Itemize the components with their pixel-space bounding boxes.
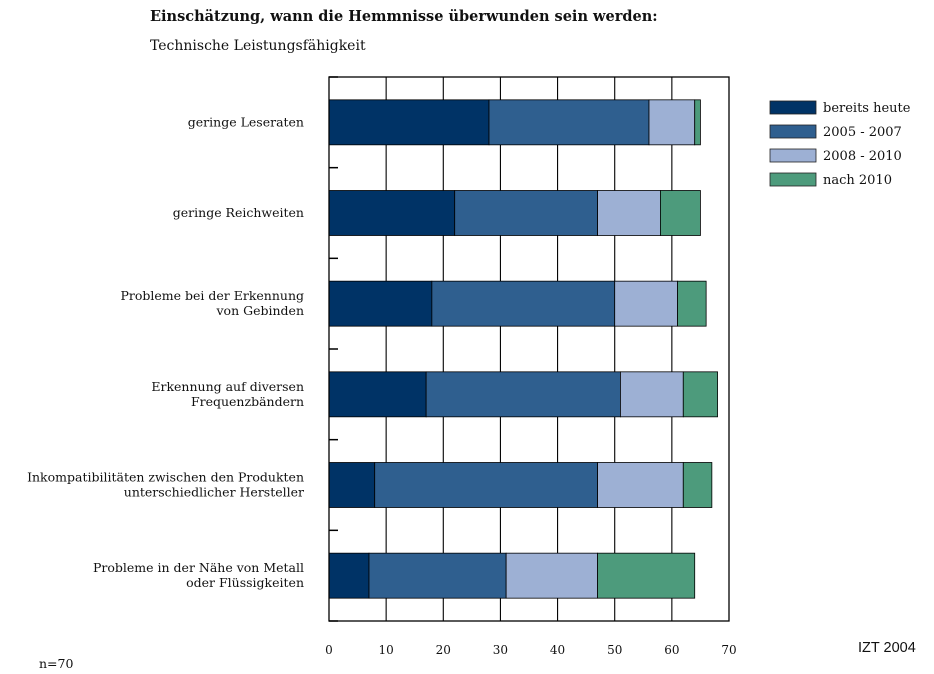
bar-segment — [597, 462, 684, 508]
x-tick-label: 60 — [664, 643, 679, 657]
bar-segment — [694, 99, 701, 146]
bar-segment — [454, 190, 598, 236]
x-tick-label: 30 — [493, 643, 508, 657]
bar-segment — [431, 280, 616, 327]
chart-title: Einschätzung, wann die Hemmnisse überwun… — [150, 8, 658, 25]
x-tick-label: 50 — [607, 643, 622, 657]
bar-segment — [682, 371, 718, 418]
bar-segment — [597, 190, 661, 236]
x-tick-label: 0 — [325, 643, 333, 657]
legend: bereits heute 2005 - 2007 2008 - 2010 nach … — [769, 100, 911, 188]
bar-segment — [328, 190, 456, 236]
source-note: IZT 2004 — [858, 640, 916, 656]
category-label-line: geringe Leseraten — [188, 114, 304, 129]
axes — [328, 76, 730, 622]
chart-subtitle: Technische Leistungsfähigkeit — [150, 38, 366, 54]
bar-segment — [614, 280, 678, 327]
category-label: Erkennung auf diversen Frequenzbändern — [151, 379, 304, 409]
bar-segment — [682, 462, 713, 508]
category-label: Probleme bei der Erkennung von Gebinden — [120, 288, 304, 318]
legend-label: nach 2010 — [823, 173, 892, 188]
category-label-line: unterschiedlicher Hersteller — [124, 485, 304, 500]
bar-segment — [328, 280, 433, 327]
category-label-line: Probleme in der Nähe von Metall — [93, 560, 304, 575]
bar-segment — [677, 280, 707, 327]
bar-segment — [328, 462, 376, 508]
category-label: geringe Reichweiten — [173, 205, 304, 220]
bar-segment — [597, 552, 696, 599]
x-tick-label: 70 — [721, 643, 736, 657]
category-label: Inkompatibilitäten zwischen den Produkte… — [27, 470, 304, 500]
legend-label: 2005 - 2007 — [823, 125, 902, 140]
sample-size-note: n=70 — [39, 656, 74, 671]
bar-segment — [648, 99, 696, 146]
category-label-line: Inkompatibilitäten zwischen den Produkte… — [27, 470, 304, 485]
legend-label: bereits heute — [823, 101, 911, 116]
gridlines — [385, 77, 673, 621]
category-label-line: Probleme bei der Erkennung — [120, 288, 304, 303]
category-label-line: Frequenzbändern — [191, 394, 304, 409]
category-label: Probleme in der Nähe von Metall oder Flüs… — [93, 560, 304, 590]
bar-segment — [368, 552, 507, 599]
category-label-line: von Gebinden — [216, 303, 305, 318]
category-labels: geringe Leseraten geringe Reichweiten Prob… — [27, 114, 304, 590]
bar-segment — [488, 99, 650, 146]
category-label-line: geringe Reichweiten — [173, 205, 304, 220]
bar-segment — [328, 371, 427, 418]
x-tick-labels: 0 10 20 30 40 50 60 70 — [325, 643, 736, 657]
category-label-line: Erkennung auf diversen — [151, 379, 304, 394]
bar-segment — [328, 552, 370, 599]
x-tick-label: 40 — [550, 643, 565, 657]
bar-segment — [505, 552, 598, 599]
category-label-line: oder Flüssigkeiten — [186, 575, 304, 590]
legend-swatch — [769, 124, 817, 139]
bar-segment — [660, 190, 701, 236]
bar-segment — [328, 99, 490, 146]
bars — [328, 99, 718, 599]
legend-label: 2008 - 2010 — [823, 149, 902, 164]
x-tick-label: 20 — [436, 643, 451, 657]
bar-segment — [425, 371, 621, 418]
legend-swatch — [769, 148, 817, 163]
legend-swatch — [769, 172, 817, 187]
bar-segment — [620, 371, 684, 418]
x-tick-label: 10 — [379, 643, 394, 657]
plot-frame — [328, 76, 730, 622]
legend-swatch — [769, 100, 817, 115]
category-label: geringe Leseraten — [188, 114, 304, 129]
bar-segment — [374, 462, 598, 508]
